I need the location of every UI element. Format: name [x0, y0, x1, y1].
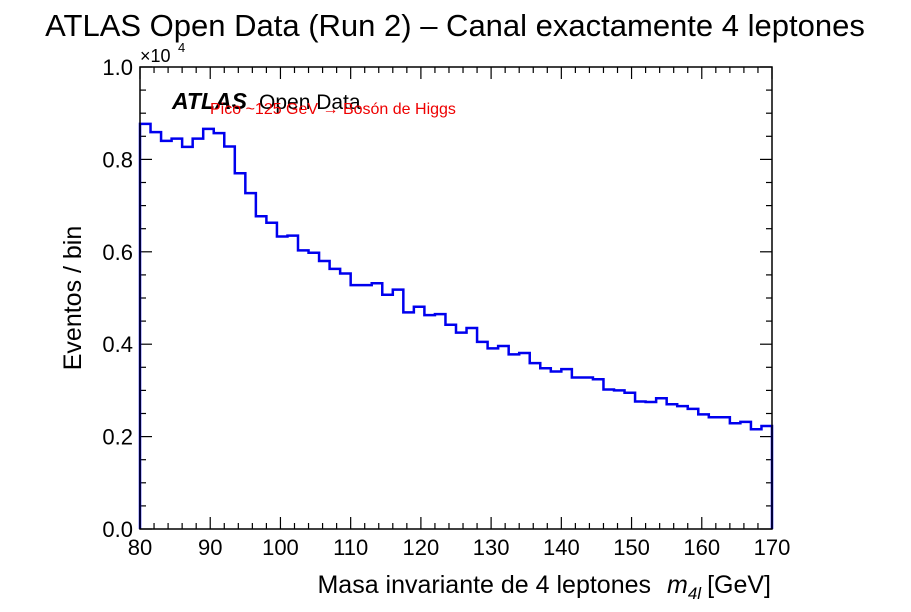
y-axis-multiplier-exponent: 4	[178, 40, 185, 55]
chart-title: ATLAS Open Data (Run 2) – Canal exactame…	[45, 8, 865, 43]
y-tick-label: 0.4	[102, 332, 133, 357]
x-axis-label-var: m	[667, 571, 688, 599]
y-tick-label: 0.0	[102, 517, 133, 542]
x-tick-label: 90	[198, 535, 222, 560]
x-tick-label: 130	[473, 535, 510, 560]
x-tick-label: 110	[333, 535, 368, 560]
y-axis-label: Eventos / bin	[59, 226, 87, 371]
x-tick-label: 140	[543, 535, 580, 560]
y-axis-multiplier: ×10	[140, 46, 171, 66]
x-tick-label: 100	[262, 535, 299, 560]
x-axis-label-unit: [GeV]	[707, 571, 771, 599]
x-tick-label: 150	[613, 535, 650, 560]
x-axis-label: Masa invariante de 4 leptones m4l [GeV]	[317, 571, 771, 603]
tick-labels: 80 90 100 110 120 130 140 150 160 170 0.0 0.2 0.4 0.6…	[102, 55, 790, 560]
x-tick-label: 170	[754, 535, 791, 560]
x-tick-label: 160	[683, 535, 720, 560]
x-axis-label-sub: 4l	[688, 584, 702, 603]
atlas-label: ATLAS	[171, 88, 248, 114]
x-tick-label: 120	[403, 535, 440, 560]
x-tick-label: 80	[128, 535, 152, 560]
histogram-line	[138, 122, 774, 529]
x-axis-label-main: Masa invariante de 4 leptones	[317, 571, 651, 599]
y-tick-label: 0.8	[102, 147, 133, 172]
y-tick-label: 1.0	[102, 55, 133, 80]
higgs-annotation: Pico ~125 GeV → Bosón de Higgs	[210, 101, 456, 118]
y-tick-label: 0.2	[102, 425, 133, 450]
y-tick-label: 0.6	[102, 240, 133, 265]
atlas-open-data-label: Open Data	[259, 91, 361, 114]
plot-frame	[139, 66, 773, 530]
axis-ticks	[139, 66, 773, 530]
